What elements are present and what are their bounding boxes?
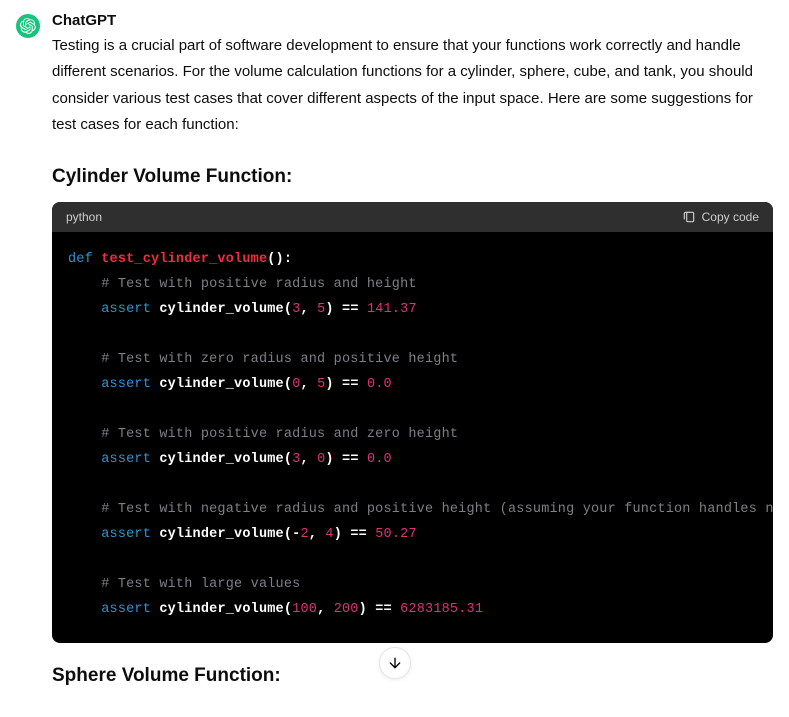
copy-code-button[interactable]: Copy code [682,210,759,224]
code-language-label: python [66,210,102,224]
section-heading-sphere: Sphere Volume Function: [52,665,773,687]
author-name: ChatGPT [52,12,773,29]
intro-paragraph: Testing is a crucial part of software de… [52,33,773,138]
scroll-down-button[interactable] [379,647,411,679]
clipboard-icon [682,210,696,224]
openai-icon [20,18,36,34]
code-block: python Copy code def test_cylinder_volum… [52,202,773,643]
code-header: python Copy code [52,202,773,232]
copy-code-label: Copy code [702,210,759,224]
assistant-message: ChatGPT Testing is a crucial part of sof… [16,12,773,701]
assistant-avatar [16,14,40,38]
section-heading-cylinder: Cylinder Volume Function: [52,166,773,188]
message-content: ChatGPT Testing is a crucial part of sof… [52,12,773,701]
code-content[interactable]: def test_cylinder_volume(): # Test with … [52,232,773,643]
arrow-down-icon [387,655,403,671]
